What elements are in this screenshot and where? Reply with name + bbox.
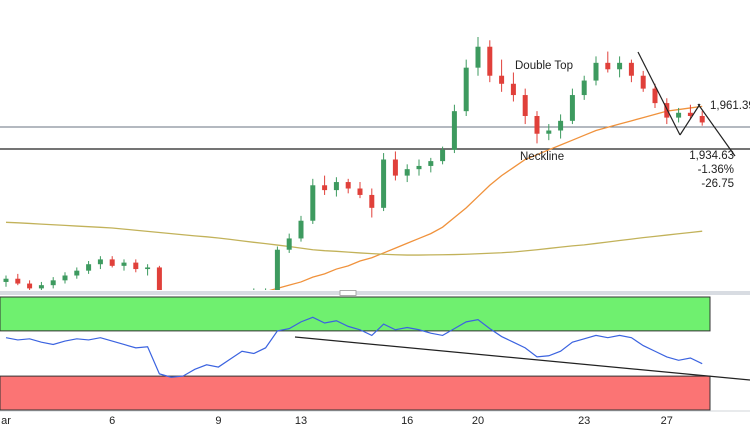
candle-body <box>121 262 127 266</box>
rsi-line <box>5 316 703 378</box>
candle-body <box>581 80 587 96</box>
candle-body <box>640 75 646 89</box>
candle-body <box>274 249 280 290</box>
candle-body <box>27 283 33 289</box>
x-tick-label: 27 <box>661 415 673 427</box>
candle-body <box>687 112 693 116</box>
candle-body <box>416 165 422 170</box>
x-tick-label: ar <box>1 415 11 427</box>
candle-body <box>97 259 103 265</box>
candle-body <box>510 83 516 96</box>
candle-body <box>298 220 304 239</box>
candle-body <box>345 182 351 189</box>
candle-body <box>569 95 575 121</box>
x-tick-label: 9 <box>215 415 221 427</box>
pattern-line <box>697 103 736 157</box>
neckline-label: Neckline <box>520 151 564 163</box>
pattern-label: Double Top <box>515 60 573 72</box>
candle-body <box>15 278 21 284</box>
candle-body <box>558 120 564 131</box>
candle-body <box>463 67 469 112</box>
candle-body <box>74 270 80 276</box>
candle-body <box>156 267 162 290</box>
candle-body <box>392 159 398 176</box>
candle-body <box>475 46 481 68</box>
candle-body <box>487 46 493 76</box>
candle-body <box>50 280 56 286</box>
x-tick-label: 6 <box>109 415 115 427</box>
moving-average <box>269 105 703 290</box>
rsi-panel <box>0 296 711 411</box>
x-tick-label: 13 <box>295 415 307 427</box>
candle-body <box>109 259 115 266</box>
candle-body <box>404 169 410 176</box>
candle-body <box>451 111 457 150</box>
candle-body <box>369 194 375 208</box>
candle-body <box>310 185 316 221</box>
x-tick-label: 16 <box>401 415 413 427</box>
candle-body <box>699 116 705 123</box>
panel-separator <box>0 291 750 295</box>
candle-body <box>333 182 339 191</box>
candle-body <box>605 62 611 70</box>
candle-body <box>381 159 387 208</box>
candle-body <box>357 188 363 195</box>
rsi-zone <box>0 296 711 332</box>
candle-body <box>322 185 328 191</box>
candle-body <box>676 112 682 118</box>
level-label: 1,961.39 <box>710 100 750 112</box>
pattern-line <box>637 51 681 136</box>
rsi-trendline <box>294 336 750 381</box>
candle-body <box>534 116 540 134</box>
candle-body <box>617 62 623 70</box>
candle-body <box>628 62 634 76</box>
candle-body <box>38 285 44 289</box>
change-pct-label: -1.36% <box>698 164 734 176</box>
candle-body <box>664 103 670 118</box>
moving-average <box>5 221 703 256</box>
candle-body <box>145 267 151 270</box>
candle-body <box>62 275 68 281</box>
candle-body <box>86 264 92 271</box>
change-label: -26.75 <box>701 178 734 190</box>
resize-handle[interactable] <box>339 290 357 296</box>
candle-body <box>440 149 446 162</box>
x-tick-label: 23 <box>578 415 590 427</box>
candle-body <box>133 262 139 270</box>
candle-body <box>522 95 528 116</box>
candle-body <box>499 75 505 84</box>
candle-body <box>286 238 292 250</box>
rsi-zone <box>0 375 711 411</box>
candle-body <box>593 62 599 81</box>
candle-body <box>546 130 552 134</box>
price-label: 1,934.63 <box>689 150 734 162</box>
price-panel <box>3 37 705 290</box>
pattern-line <box>679 103 701 136</box>
x-tick-label: 20 <box>472 415 484 427</box>
candle-body <box>3 278 9 282</box>
candle-body <box>428 161 434 166</box>
candle-body <box>652 88 658 104</box>
